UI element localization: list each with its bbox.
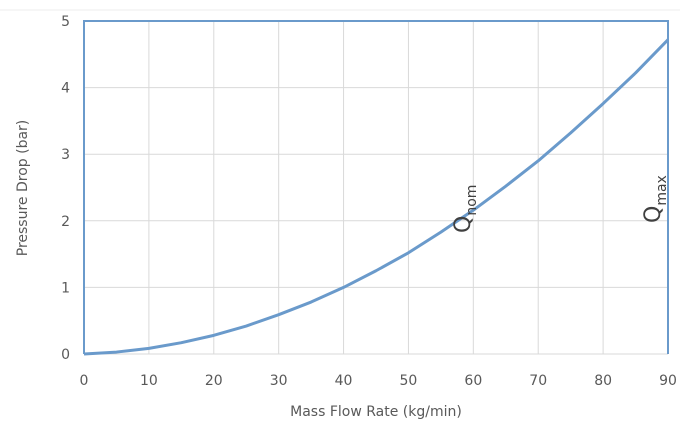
annotation-subscript: nom — [464, 185, 480, 216]
y-tick-label: 4 — [61, 81, 70, 97]
x-tick-label: 60 — [464, 373, 482, 389]
x-tick-label: 20 — [205, 373, 223, 389]
y-axis-label: Pressure Drop (bar) — [15, 120, 31, 257]
annotation-text: Q — [641, 206, 666, 223]
line-series — [83, 38, 670, 356]
x-tick-label: 90 — [659, 373, 677, 389]
y-tick-label: 1 — [61, 280, 70, 296]
y-tick-label: 5 — [61, 14, 70, 30]
x-tick-label: 30 — [270, 373, 288, 389]
annotation-subscript: max — [654, 175, 670, 206]
x-tick-label: 40 — [335, 373, 353, 389]
x-axis-label: Mass Flow Rate (kg/min) — [290, 404, 462, 420]
x-tick-label: 10 — [140, 373, 158, 389]
y-tick-label: 2 — [61, 214, 70, 230]
annotation: Qmax — [641, 175, 670, 223]
x-tick-label: 0 — [80, 373, 89, 389]
x-tick-label: 80 — [594, 373, 612, 389]
annotation: Qnom — [451, 185, 480, 233]
x-tick-label: 50 — [400, 373, 418, 389]
y-tick-label: 3 — [61, 147, 70, 163]
y-tick-label: 0 — [61, 347, 70, 363]
x-tick-label: 70 — [529, 373, 547, 389]
annotation-text: Q — [451, 216, 476, 233]
plot-border — [83, 20, 669, 354]
